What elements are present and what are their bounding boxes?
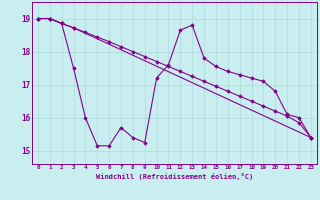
- X-axis label: Windchill (Refroidissement éolien,°C): Windchill (Refroidissement éolien,°C): [96, 173, 253, 180]
